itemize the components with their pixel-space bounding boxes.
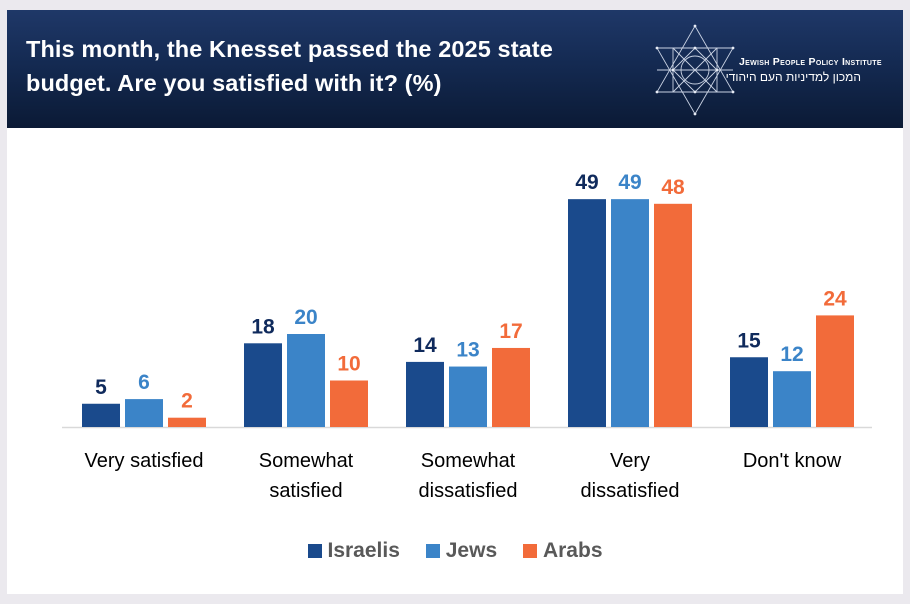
chart-header: This month, the Knesset passed the 2025 … — [7, 10, 903, 128]
chart-title: This month, the Knesset passed the 2025 … — [26, 32, 626, 100]
jppi-logo: Jewish People Policy Institute המכון למד… — [647, 22, 897, 118]
legend-label-jews: Jews — [445, 539, 498, 562]
bar-israelis — [82, 403, 120, 427]
bar-israelis — [406, 361, 444, 427]
data-label-jews: 49 — [618, 171, 641, 194]
data-label-jews: 6 — [138, 371, 150, 394]
chart-title-line-1: This month, the Knesset passed the 2025 … — [26, 36, 553, 62]
bar-arabs — [330, 380, 368, 427]
data-label-arabs: 10 — [337, 353, 360, 376]
legend-label-israelis: Israelis — [327, 539, 400, 562]
bar-chart: 5 6 2 Very satisfied 18 20 10 Somewhat satisfied… — [62, 171, 872, 502]
data-label-israelis: 5 — [95, 376, 107, 399]
data-label-jews: 13 — [456, 339, 479, 362]
data-label-israelis: 15 — [737, 329, 761, 352]
legend-swatch-arabs — [522, 544, 537, 558]
bar-arabs — [492, 347, 530, 427]
legend-item-arabs: Arabs — [522, 539, 603, 563]
logo-name-english: Jewish People Policy Institute — [739, 56, 882, 68]
chart-card: This month, the Knesset passed the 2025 … — [7, 10, 903, 594]
bar-israelis — [244, 343, 282, 427]
category-label: dissatisfied — [581, 480, 680, 502]
category-label: Don't know — [743, 450, 842, 472]
star-of-david-icon — [655, 24, 735, 116]
bar-arabs — [816, 315, 854, 427]
legend-label-arabs: Arabs — [542, 539, 603, 562]
chart-title-line-2: budget. Are you satisfied with it? (%) — [26, 70, 442, 96]
data-label-arabs: 17 — [499, 320, 522, 343]
logo-name-hebrew: המכון למדיניות העם היהודי — [725, 70, 861, 84]
category-label: satisfied — [269, 480, 342, 502]
data-label-jews: 12 — [780, 343, 803, 366]
category-label: Somewhat — [421, 450, 516, 472]
data-label-jews: 20 — [294, 306, 317, 329]
bar-jews — [449, 366, 487, 427]
data-label-arabs: 2 — [181, 390, 193, 413]
bar-jews — [773, 371, 811, 427]
legend-swatch-israelis — [307, 544, 322, 558]
bar-arabs — [168, 417, 206, 427]
bar-jews — [287, 334, 325, 427]
data-label-israelis: 49 — [575, 171, 598, 194]
data-label-israelis: 18 — [251, 315, 275, 338]
data-label-arabs: 24 — [823, 287, 847, 310]
data-label-arabs: 48 — [661, 176, 685, 199]
category-label: Very satisfied — [85, 450, 204, 472]
bar-israelis — [568, 199, 606, 427]
category-label: dissatisfied — [419, 480, 518, 502]
bar-israelis — [730, 357, 768, 427]
legend-swatch-jews — [425, 544, 440, 558]
bar-jews — [611, 199, 649, 427]
category-label: Somewhat — [259, 450, 354, 472]
legend-item-jews: Jews — [425, 539, 498, 563]
category-label: Very — [610, 450, 650, 472]
bar-arabs — [654, 203, 692, 427]
data-label-israelis: 14 — [413, 334, 437, 357]
bar-jews — [125, 399, 163, 427]
chart-legend: Israelis Jews Arabs — [7, 539, 903, 564]
legend-item-israelis: Israelis — [307, 539, 400, 563]
